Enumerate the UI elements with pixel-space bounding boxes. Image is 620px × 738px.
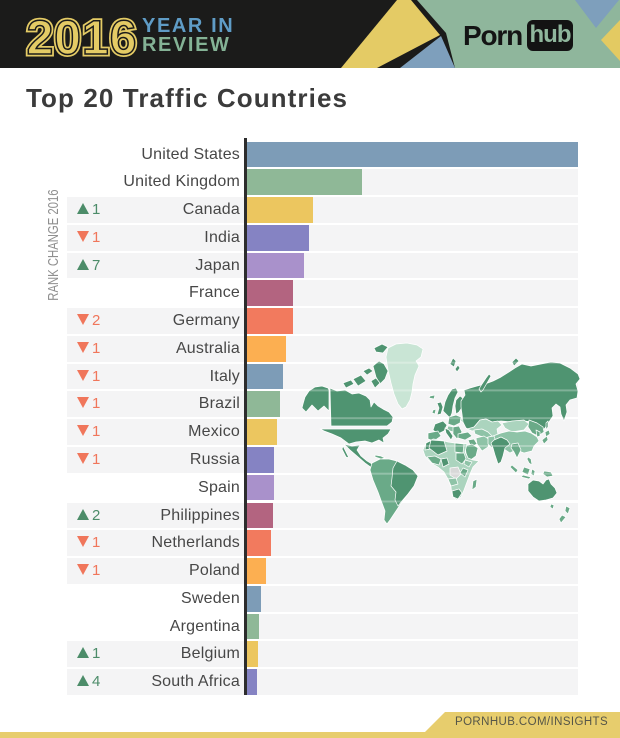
svg-text:2016: 2016 [27,12,138,65]
svg-text:2016: 2016 [27,12,138,65]
